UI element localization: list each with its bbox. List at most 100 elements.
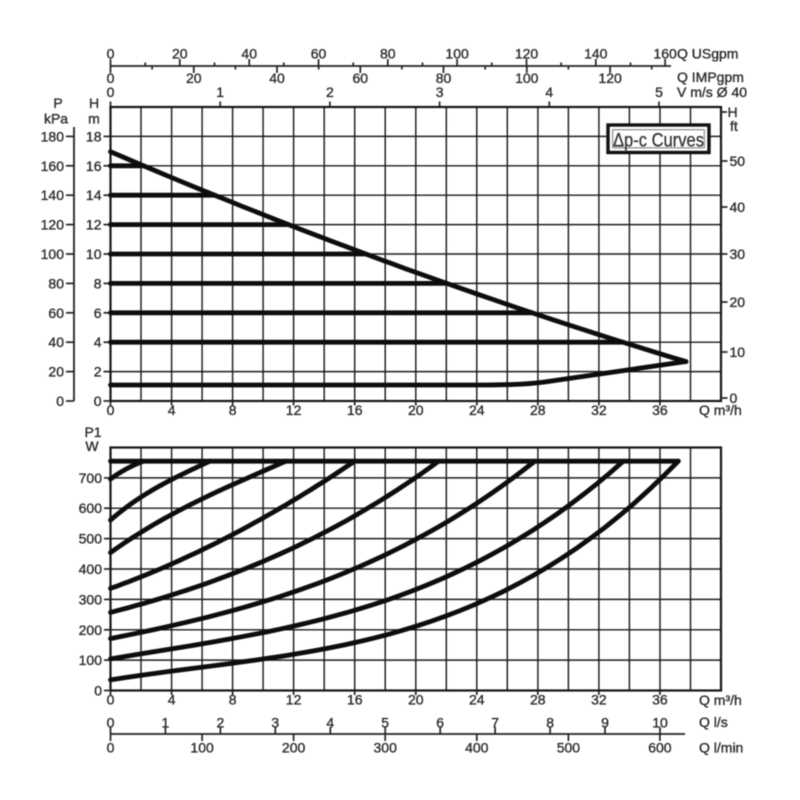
svg-text:10: 10 [86, 246, 102, 262]
svg-text:10: 10 [652, 715, 668, 731]
svg-text:0: 0 [107, 84, 115, 100]
svg-text:100: 100 [190, 740, 214, 756]
svg-text:120: 120 [41, 217, 65, 233]
svg-text:300: 300 [79, 591, 103, 607]
svg-text:Q m³/h: Q m³/h [699, 402, 742, 418]
svg-text:9: 9 [601, 715, 609, 731]
svg-text:Q IMPgpm: Q IMPgpm [677, 69, 744, 85]
svg-text:6: 6 [436, 715, 444, 731]
svg-text:Q l/s: Q l/s [699, 714, 728, 730]
svg-text:28: 28 [530, 692, 546, 708]
svg-text:H: H [728, 104, 738, 120]
svg-text:16: 16 [347, 402, 363, 418]
svg-text:80: 80 [48, 275, 64, 291]
svg-text:700: 700 [79, 470, 103, 486]
svg-text:60: 60 [48, 305, 64, 321]
svg-text:28: 28 [530, 402, 546, 418]
svg-text:H: H [89, 95, 99, 111]
svg-text:4: 4 [94, 334, 102, 350]
svg-text:3: 3 [436, 84, 444, 100]
svg-text:40: 40 [48, 334, 64, 350]
svg-text:4: 4 [545, 84, 553, 100]
svg-text:32: 32 [591, 402, 607, 418]
svg-text:120: 120 [515, 46, 539, 62]
svg-text:200: 200 [282, 740, 306, 756]
svg-text:20: 20 [730, 294, 746, 310]
svg-text:40: 40 [241, 46, 257, 62]
svg-text:2: 2 [94, 364, 102, 380]
svg-text:120: 120 [598, 70, 622, 86]
svg-text:Q USgpm: Q USgpm [677, 46, 738, 62]
svg-text:20: 20 [186, 70, 202, 86]
svg-text:kPa: kPa [44, 111, 68, 127]
svg-text:20: 20 [408, 692, 424, 708]
svg-text:100: 100 [79, 652, 103, 668]
svg-text:30: 30 [730, 246, 746, 262]
svg-text:300: 300 [374, 740, 398, 756]
svg-text:4: 4 [168, 692, 176, 708]
svg-text:140: 140 [584, 46, 608, 62]
svg-text:P1: P1 [84, 424, 101, 440]
svg-text:0: 0 [107, 46, 115, 62]
svg-text:600: 600 [648, 740, 672, 756]
svg-text:24: 24 [469, 402, 485, 418]
svg-text:4: 4 [326, 715, 334, 731]
svg-text:18: 18 [86, 128, 102, 144]
svg-text:500: 500 [79, 531, 103, 547]
svg-text:140: 140 [41, 187, 65, 203]
svg-text:36: 36 [652, 692, 668, 708]
svg-text:100: 100 [515, 70, 539, 86]
svg-text:3: 3 [271, 715, 279, 731]
svg-text:40: 40 [269, 70, 285, 86]
svg-text:Q l/min: Q l/min [699, 740, 743, 756]
svg-text:600: 600 [79, 500, 103, 516]
svg-text:5: 5 [655, 84, 663, 100]
svg-text:12: 12 [86, 217, 102, 233]
svg-text:400: 400 [465, 740, 489, 756]
svg-text:400: 400 [79, 561, 103, 577]
svg-text:0: 0 [107, 70, 115, 86]
svg-text:1: 1 [216, 84, 224, 100]
svg-text:m: m [88, 111, 100, 127]
svg-text:14: 14 [86, 187, 102, 203]
svg-text:Q m³/h: Q m³/h [699, 692, 742, 708]
svg-text:160: 160 [41, 158, 65, 174]
svg-text:0: 0 [107, 692, 115, 708]
svg-text:1: 1 [162, 715, 170, 731]
svg-text:80: 80 [380, 46, 396, 62]
svg-text:180: 180 [41, 128, 65, 144]
svg-text:36: 36 [652, 402, 668, 418]
svg-text:500: 500 [557, 740, 581, 756]
svg-text:0: 0 [94, 393, 102, 409]
svg-text:W: W [85, 438, 99, 454]
svg-text:8: 8 [94, 275, 102, 291]
svg-text:32: 32 [591, 692, 607, 708]
svg-text:100: 100 [445, 46, 469, 62]
svg-text:16: 16 [347, 692, 363, 708]
svg-text:V m/s Ø 40: V m/s Ø 40 [677, 84, 747, 100]
svg-text:20: 20 [172, 46, 188, 62]
svg-text:12: 12 [286, 692, 302, 708]
svg-text:5: 5 [381, 715, 389, 731]
svg-text:8: 8 [229, 692, 237, 708]
svg-text:200: 200 [79, 622, 103, 638]
svg-text:0: 0 [107, 740, 115, 756]
svg-text:16: 16 [86, 158, 102, 174]
svg-text:Δp-c Curves: Δp-c Curves [613, 130, 704, 152]
svg-text:8: 8 [546, 715, 554, 731]
svg-text:160: 160 [653, 46, 677, 62]
svg-text:20: 20 [408, 402, 424, 418]
svg-text:0: 0 [56, 393, 64, 409]
svg-text:80: 80 [436, 70, 452, 86]
svg-text:0: 0 [94, 683, 102, 699]
svg-text:0: 0 [107, 402, 115, 418]
svg-text:20: 20 [48, 364, 64, 380]
svg-text:0: 0 [730, 390, 738, 406]
svg-text:6: 6 [94, 305, 102, 321]
svg-text:P: P [53, 95, 62, 111]
svg-text:7: 7 [491, 715, 499, 731]
svg-text:10: 10 [730, 344, 746, 360]
svg-text:60: 60 [353, 70, 369, 86]
svg-text:40: 40 [730, 199, 746, 215]
svg-text:2: 2 [326, 84, 334, 100]
